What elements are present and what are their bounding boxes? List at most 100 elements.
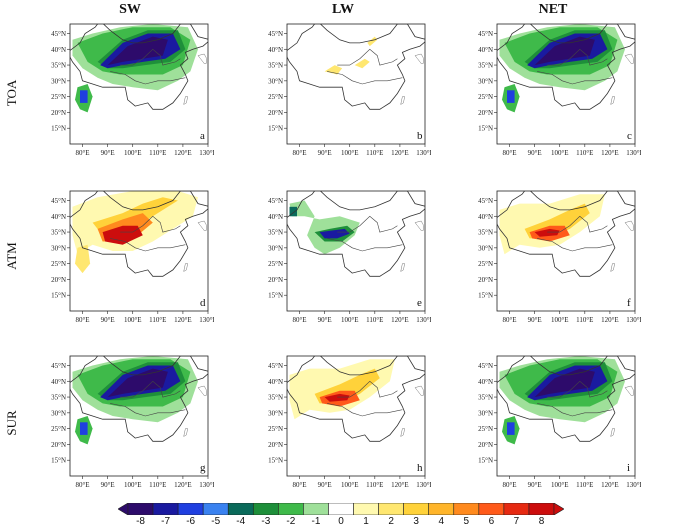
lat-tick-label: 30°N [478, 409, 493, 417]
lat-tick-label: 15°N [478, 125, 493, 133]
lat-tick-label: 15°N [268, 457, 283, 465]
panel-letter: i [627, 462, 630, 474]
lat-tick-label: 25°N [478, 260, 493, 268]
coastline [400, 263, 406, 273]
lon-tick-label: 110°E [576, 481, 593, 489]
field-region [507, 422, 515, 435]
lat-tick-label: 15°N [51, 125, 66, 133]
river-line [120, 380, 181, 398]
china-border [70, 356, 208, 442]
colorbar-swatch [478, 503, 505, 515]
panel-letter: b [417, 130, 423, 142]
colorbar-swatch [127, 503, 154, 515]
plot-frame [69, 355, 209, 477]
colorbar [118, 503, 564, 515]
colorbar-swatch [177, 503, 204, 515]
coastline [183, 428, 189, 438]
lat-tick-label: 20°N [51, 109, 66, 117]
lat-tick-label: 15°N [268, 292, 283, 300]
panel-letter: c [627, 130, 632, 142]
coastline [610, 263, 616, 273]
colorbar-tick-label: 7 [513, 516, 520, 527]
lat-tick-label: 45°N [268, 30, 283, 38]
lat-tick-label: 15°N [51, 292, 66, 300]
lon-tick-label: 110°E [366, 481, 383, 489]
river-line [547, 380, 608, 398]
lat-tick-label: 20°N [268, 276, 283, 284]
colorbar-swatch [303, 503, 329, 515]
lon-tick-label: 110°E [366, 149, 383, 157]
plot-frame [286, 355, 426, 477]
lat-tick-label: 40°N [478, 213, 493, 221]
lon-tick-label: 100°E [551, 149, 569, 157]
colorbar-high-arrow [553, 503, 564, 515]
map-panel-g: 15°N 20°N 25°N 30°N 35°N 40°N 45°N 80°E 90°E 100°… [28, 350, 214, 494]
lat-tick-label: 40°N [268, 46, 283, 54]
coastline [610, 96, 616, 106]
plot-frame [496, 23, 636, 145]
lat-tick-label: 25°N [268, 93, 283, 101]
lon-tick-label: 120°E [174, 481, 192, 489]
lat-tick-label: 45°N [478, 30, 493, 38]
colorbar-swatch [202, 503, 229, 515]
lat-tick-label: 35°N [51, 229, 66, 237]
lon-tick-label: 80°E [503, 149, 517, 157]
colorbar-tick-label: -3 [261, 516, 271, 527]
lon-tick-label: 120°E [174, 149, 192, 157]
lon-tick-label: 100°E [341, 316, 359, 324]
lon-tick-label: 130°E [416, 149, 431, 157]
lat-tick-label: 30°N [268, 409, 283, 417]
lat-tick-label: 20°N [478, 109, 493, 117]
colorbar-swatch [152, 503, 179, 515]
lat-tick-label: 30°N [51, 244, 66, 252]
lon-tick-label: 90°E [528, 149, 542, 157]
river-line [537, 238, 613, 252]
lat-tick-label: 25°N [51, 93, 66, 101]
panel-letter: h [417, 462, 423, 474]
map-panel-f: 15°N 20°N 25°N 30°N 35°N 40°N 45°N 80°E 90°E 100°… [455, 185, 641, 329]
lat-tick-label: 15°N [478, 457, 493, 465]
colorbar-swatch [227, 503, 254, 515]
lon-tick-label: 100°E [124, 316, 142, 324]
column-title-sw: SW [119, 2, 141, 17]
lon-tick-label: 100°E [124, 481, 142, 489]
lon-tick-label: 120°E [391, 481, 409, 489]
lat-tick-label: 40°N [51, 213, 66, 221]
panel-letter: e [417, 297, 422, 309]
panel-letter: f [627, 297, 631, 309]
coastline [610, 428, 616, 438]
field-region [319, 228, 350, 239]
field-region [367, 36, 378, 47]
river-line [337, 380, 398, 398]
coastline [207, 237, 208, 239]
lat-tick-label: 40°N [268, 213, 283, 221]
panel-letter: g [200, 462, 206, 474]
colorbar-tick-label: 8 [538, 516, 545, 527]
lon-tick-label: 130°E [199, 481, 214, 489]
lon-tick-label: 130°E [199, 316, 214, 324]
colorbar-swatch [503, 503, 530, 515]
coastline [400, 428, 406, 438]
coastline [197, 220, 207, 231]
lon-tick-label: 90°E [318, 149, 332, 157]
coastline [624, 53, 634, 64]
lon-tick-label: 120°E [391, 316, 409, 324]
river-line [327, 71, 403, 85]
china-border [287, 24, 425, 110]
field-region [80, 90, 88, 103]
coastline [424, 237, 425, 239]
lat-tick-label: 35°N [478, 229, 493, 237]
lat-tick-label: 20°N [478, 441, 493, 449]
lon-tick-label: 130°E [416, 316, 431, 324]
lat-tick-label: 25°N [478, 93, 493, 101]
lat-tick-label: 35°N [51, 62, 66, 70]
river-line [110, 238, 186, 252]
lon-tick-label: 90°E [101, 481, 115, 489]
lat-tick-label: 30°N [51, 409, 66, 417]
map-panel-c: 15°N 20°N 25°N 30°N 35°N 40°N 45°N 80°E 90°E 100°… [455, 18, 641, 162]
colorbar-swatch [428, 503, 455, 515]
colorbar-tick-label: -7 [161, 516, 171, 527]
river-line [537, 71, 613, 85]
row-title-atm: ATM [4, 242, 19, 270]
lon-tick-label: 100°E [551, 481, 569, 489]
